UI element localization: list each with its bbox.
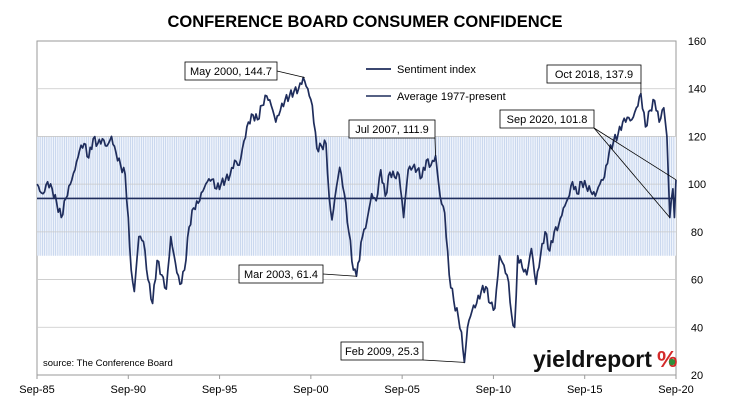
annotation-leader [422, 359, 465, 363]
annotation-box [340, 341, 424, 361]
shaded-band [37, 136, 676, 256]
annotation-box [546, 64, 642, 84]
source-note: source: The Conference Board [43, 358, 173, 369]
annotation-label: Feb 2009, 25.3 [345, 346, 419, 358]
annotation-box [348, 119, 436, 139]
annotations: May 2000, 144.7 Jul 2007, 111.9 Mar 2003, … [184, 61, 677, 363]
brand-percent-symbol: % [657, 346, 677, 372]
y-tick-label: 160 [688, 36, 706, 48]
annotation-label: May 2000, 144.7 [190, 66, 272, 78]
y-tick-label: 20 [691, 370, 703, 382]
brand-logo: yieldreport% [533, 346, 677, 372]
x-tick-label: Sep-20 [658, 384, 693, 396]
annotation-leader [322, 273, 357, 277]
brand-percent-accent [668, 358, 676, 366]
y-tick-label: 140 [688, 84, 706, 96]
x-tick-label: Sep-85 [19, 384, 54, 396]
legend-average-label: Average 1977-present [397, 91, 506, 103]
annotation-label: Jul 2007, 111.9 [355, 124, 429, 136]
chart-title: CONFERENCE BOARD CONSUMER CONFIDENCE [167, 13, 562, 31]
annotation-label: Sep 2020, 101.8 [507, 114, 588, 126]
annotation-leader [593, 127, 677, 181]
annotation-box [238, 264, 324, 284]
annotation-leader [593, 127, 671, 218]
x-tick-label: Sep-95 [202, 384, 237, 396]
annotation-box [184, 61, 278, 81]
x-tick-label: Sep-05 [384, 384, 419, 396]
x-tick-label: Sep-10 [476, 384, 511, 396]
x-tick-label: Sep-00 [293, 384, 328, 396]
y-tick-label: 120 [688, 131, 706, 143]
annotation-leader [276, 70, 305, 78]
y-axis-ticks: 20 40 60 80 100 120 140 160 [688, 36, 706, 382]
annotation-label: Oct 2018, 137.9 [555, 69, 633, 81]
y-tick-label: 40 [691, 322, 703, 334]
annotation-label: Mar 2003, 61.4 [244, 269, 318, 281]
annotation-leader [434, 137, 436, 156]
y-tick-label: 100 [688, 179, 706, 191]
brand-name: yieldreport [533, 346, 652, 372]
shaded-band-hatching [37, 136, 675, 256]
x-axis-ticks: Sep-85 Sep-90 Sep-95 Sep-00 Sep-05 Sep-10 Sep-… [19, 375, 694, 396]
annotation-box [499, 109, 595, 129]
legend-sentiment-label: Sentiment index [397, 64, 476, 76]
y-tick-label: 60 [691, 275, 703, 287]
x-tick-label: Sep-15 [567, 384, 602, 396]
y-tick-label: 80 [691, 227, 703, 239]
legend: Sentiment index Average 1977-present [366, 64, 506, 103]
x-tick-label: Sep-90 [111, 384, 146, 396]
